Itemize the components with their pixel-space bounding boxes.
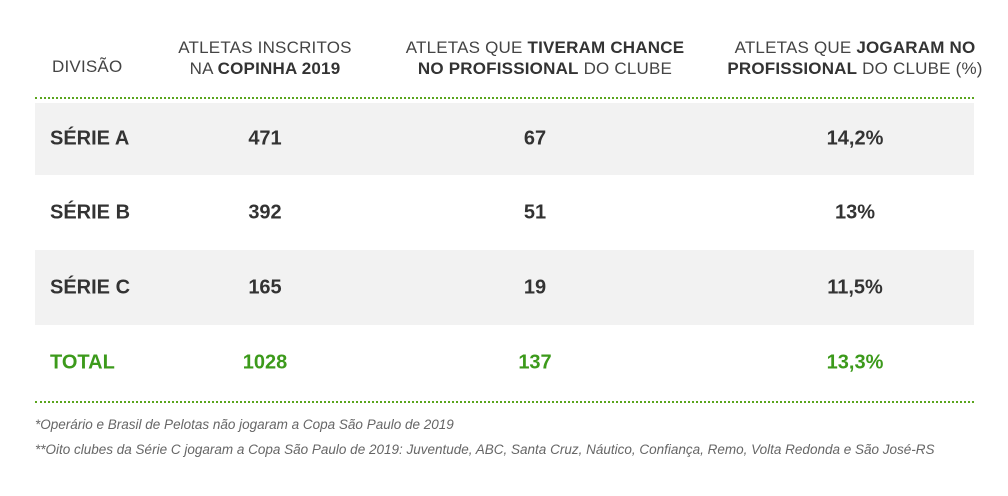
header-inscritos-line1: ATLETAS INSCRITOS <box>178 38 352 57</box>
header-jogaram-line1: ATLETAS QUE JOGARAM NO <box>690 37 1008 58</box>
inscritos-cell: 471 <box>248 127 282 150</box>
header-division: DIVISÃO <box>52 57 123 76</box>
header-inscritos-line2: NA COPINHA 2019 <box>155 58 375 79</box>
header-inscritos-line2-bold: COPINHA 2019 <box>217 59 341 78</box>
header-chance: ATLETAS QUE TIVERAM CHANCE NO PROFISSION… <box>380 37 710 79</box>
header-jogaram-line2-plain: DO CLUBE (%) <box>857 59 983 78</box>
chance-cell: 19 <box>523 276 547 298</box>
total-jogaram: 13,3% <box>826 351 884 374</box>
header-jogaram-line2: PROFISSIONAL DO CLUBE (%) <box>690 58 1008 79</box>
total-row: TOTAL 1028 137 13,3% <box>35 325 974 403</box>
header-jogaram-line1-bold: JOGARAM NO <box>856 38 976 57</box>
chance-cell: 67 <box>523 127 547 150</box>
table-row: SÉRIE B 392 51 13% <box>35 175 974 250</box>
footnote: *Operário e Brasil de Pelotas não jogara… <box>35 417 454 432</box>
header-chance-line1-bold: TIVERAM CHANCE <box>527 38 685 57</box>
chance-cell: 51 <box>523 201 547 223</box>
header-jogaram-line2-bold: PROFISSIONAL <box>727 59 858 78</box>
header-jogaram: ATLETAS QUE JOGARAM NO PROFISSIONAL DO C… <box>690 37 1008 79</box>
inscritos-cell: 392 <box>248 201 282 223</box>
header-chance-line2-plain: DO CLUBE <box>578 59 673 78</box>
table-row: SÉRIE A 471 67 14,2% <box>35 103 974 175</box>
header-chance-line2: NO PROFISSIONAL DO CLUBE <box>380 58 710 79</box>
total-chance: 137 <box>518 351 552 374</box>
jogaram-cell: 11,5% <box>827 276 883 298</box>
footnotes: *Operário e Brasil de Pelotas não jogara… <box>35 412 975 462</box>
inscritos-cell: 165 <box>248 276 282 298</box>
table-body: SÉRIE A 471 67 14,2% SÉRIE B 392 51 13% … <box>35 103 974 403</box>
stats-table: DIVISÃO ATLETAS INSCRITOS NA COPINHA 201… <box>35 0 982 403</box>
header-jogaram-line1-plain: ATLETAS QUE <box>734 38 857 57</box>
footnote: **Oito clubes da Série C jogaram a Copa … <box>35 442 935 457</box>
header-chance-line1: ATLETAS QUE TIVERAM CHANCE <box>380 37 710 58</box>
header-inscritos-line2-plain: NA <box>189 59 218 78</box>
division-cell: SÉRIE C <box>50 276 131 298</box>
header-inscritos: ATLETAS INSCRITOS NA COPINHA 2019 <box>155 37 375 79</box>
division-cell: SÉRIE B <box>50 201 131 223</box>
header-chance-line2-bold: NO PROFISSIONAL <box>417 59 579 78</box>
table-row: SÉRIE C 165 19 11,5% <box>35 250 974 325</box>
total-label: TOTAL <box>50 351 115 374</box>
total-inscritos: 1028 <box>242 351 288 374</box>
division-cell: SÉRIE A <box>50 127 130 150</box>
jogaram-cell: 14,2% <box>826 127 884 150</box>
table-header: DIVISÃO ATLETAS INSCRITOS NA COPINHA 201… <box>35 0 982 99</box>
header-chance-line1-plain: ATLETAS QUE <box>405 38 528 57</box>
jogaram-cell: 13% <box>834 201 876 223</box>
